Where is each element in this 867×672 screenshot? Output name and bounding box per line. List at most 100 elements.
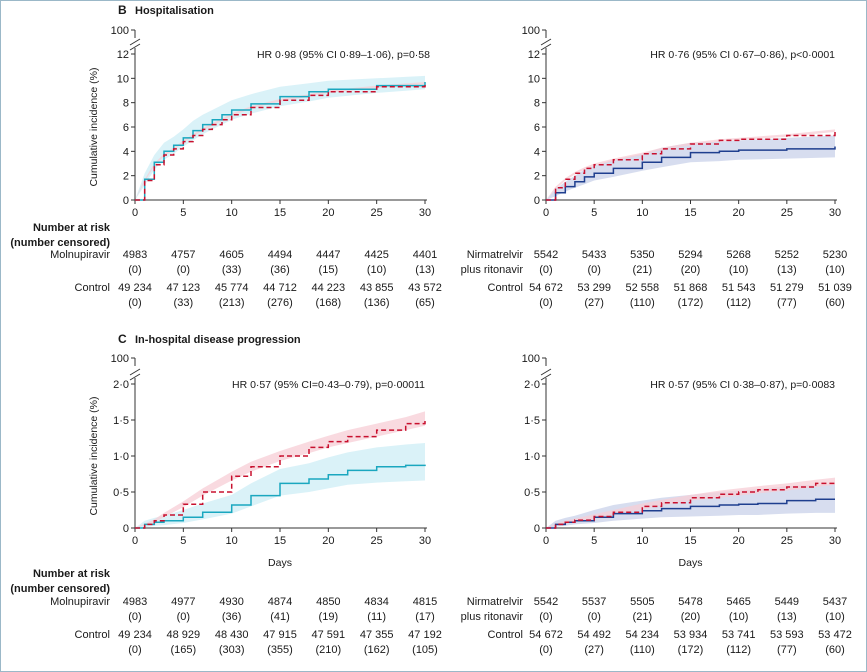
series-line-C-left-treatment	[135, 464, 426, 529]
risk-value-treatment: 4874	[268, 596, 292, 608]
section-letter-c: C	[118, 332, 127, 346]
y-tick-label: 0	[534, 523, 540, 535]
y-tick-label: 1·5	[524, 415, 540, 427]
y-tick-label: 4	[123, 146, 129, 158]
risk-value-control: 51 543	[722, 282, 756, 294]
risk-censored-control: (105)	[412, 644, 438, 656]
risk-censored-treatment: (41)	[270, 611, 290, 623]
risk-value-control: 43 855	[360, 282, 394, 294]
risk-value-control: 44 223	[312, 282, 346, 294]
risk-value-control: 52 558	[626, 282, 660, 294]
risk-censored-control: (112)	[726, 644, 751, 656]
x-tick-label: 20	[322, 535, 334, 547]
risk-label-nirmatrelvir-2: plus ritonavir	[461, 264, 524, 276]
risk-censored-control: (27)	[584, 297, 604, 309]
series-line-B-left-control	[135, 83, 426, 201]
risk-value-control: 47 915	[263, 629, 297, 641]
risk-value-treatment: 5537	[582, 596, 606, 608]
risk-value-control: 49 234	[118, 629, 152, 641]
x-tick-label: 20	[733, 207, 745, 219]
risk-label-molnupiravir: Molnupiravir	[50, 249, 110, 261]
risk-value-control: 53 299	[577, 282, 611, 294]
risk-label-control: Control	[488, 629, 523, 641]
risk-value-treatment: 5542	[534, 249, 558, 261]
risk-label-molnupiravir: Molnupiravir	[50, 596, 110, 608]
risk-header: Number at risk	[33, 222, 111, 234]
risk-value-treatment: 4605	[219, 249, 243, 261]
risk-label-nirmatrelvir: Nirmatrelvir	[467, 596, 524, 608]
risk-value-treatment: 5542	[534, 596, 558, 608]
risk-value-control: 48 929	[167, 629, 201, 641]
risk-value-control: 53 934	[674, 629, 708, 641]
x-tick-label: 25	[781, 207, 793, 219]
risk-value-control: 54 492	[577, 629, 611, 641]
x-tick-label: 30	[829, 207, 841, 219]
risk-value-control: 47 591	[312, 629, 346, 641]
risk-censored-treatment: (13)	[777, 611, 797, 623]
risk-censored-control: (213)	[219, 297, 245, 309]
risk-value-treatment: 4815	[413, 596, 437, 608]
y-tick-label: 0	[123, 195, 129, 207]
y-tick-label: 8	[123, 98, 129, 110]
axis-break-B-right	[540, 38, 552, 51]
y-tick-label: 0	[123, 523, 129, 535]
y-tick-label: 4	[534, 146, 540, 158]
x-tick-label: 5	[180, 207, 186, 219]
risk-censored-treatment: (0)	[128, 611, 141, 623]
y-tick-label: 6	[534, 122, 540, 134]
x-tick-label: 30	[419, 207, 431, 219]
risk-header-sub: (number censored)	[10, 237, 110, 249]
risk-censored-control: (33)	[174, 297, 194, 309]
risk-censored-control: (110)	[630, 297, 655, 309]
risk-value-control: 54 672	[529, 282, 563, 294]
y-tick-label: 0·5	[113, 487, 129, 499]
risk-censored-control: (65)	[415, 297, 435, 309]
risk-censored-control: (165)	[170, 644, 196, 656]
risk-value-treatment: 4983	[123, 249, 147, 261]
risk-value-control: 45 774	[215, 282, 249, 294]
hr-annotation: HR 0·57 (95% CI 0·38–0·87), p=0·0083	[650, 379, 835, 391]
y-axis-label: Cumulative incidence (%)	[88, 67, 100, 186]
section-title-c: In-hospital disease progression	[135, 334, 301, 346]
series-line-C-right-treatment	[546, 498, 835, 529]
x-tick-label: 15	[274, 535, 286, 547]
risk-value-control: 54 234	[626, 629, 660, 641]
risk-censored-control: (210)	[315, 644, 341, 656]
risk-value-control: 51 868	[674, 282, 708, 294]
x-tick-label: 10	[636, 207, 648, 219]
x-tick-label: 0	[543, 535, 549, 547]
risk-value-control: 44 712	[263, 282, 297, 294]
risk-censored-treatment: (0)	[587, 611, 600, 623]
section-letter-b: B	[118, 3, 127, 17]
risk-censored-control: (0)	[128, 644, 141, 656]
ci-band-C-right-control	[546, 477, 835, 528]
risk-value-treatment: 4983	[123, 596, 147, 608]
risk-label-control: Control	[75, 282, 110, 294]
risk-value-treatment: 4757	[171, 249, 195, 261]
risk-value-treatment: 4930	[219, 596, 243, 608]
risk-value-control: 53 472	[818, 629, 852, 641]
risk-censored-treatment: (20)	[681, 264, 701, 276]
risk-censored-control: (0)	[539, 644, 552, 656]
y-tick-label-100: 100	[522, 25, 540, 37]
y-tick-label: 2·0	[113, 379, 129, 391]
x-tick-label: 30	[419, 535, 431, 547]
x-tick-label: 0	[543, 207, 549, 219]
y-tick-label: 2	[123, 171, 129, 183]
risk-censored-treatment: (15)	[319, 264, 339, 276]
x-tick-label: 15	[684, 535, 696, 547]
y-tick-label: 10	[528, 73, 540, 85]
risk-value-control: 48 430	[215, 629, 249, 641]
risk-censored-control: (27)	[584, 644, 604, 656]
hr-annotation: HR 0·57 (95% CI=0·43–0·79), p=0·00011	[232, 379, 425, 391]
series-line-B-right-treatment	[546, 146, 836, 201]
risk-censored-control: (60)	[825, 297, 845, 309]
risk-censored-treatment: (0)	[177, 264, 190, 276]
series-line-B-left-treatment	[135, 82, 426, 201]
risk-value-treatment: 5294	[678, 249, 702, 261]
risk-censored-treatment: (0)	[587, 264, 600, 276]
x-tick-label: 25	[371, 535, 383, 547]
y-tick-label: 8	[534, 98, 540, 110]
risk-value-control: 47 192	[408, 629, 442, 641]
